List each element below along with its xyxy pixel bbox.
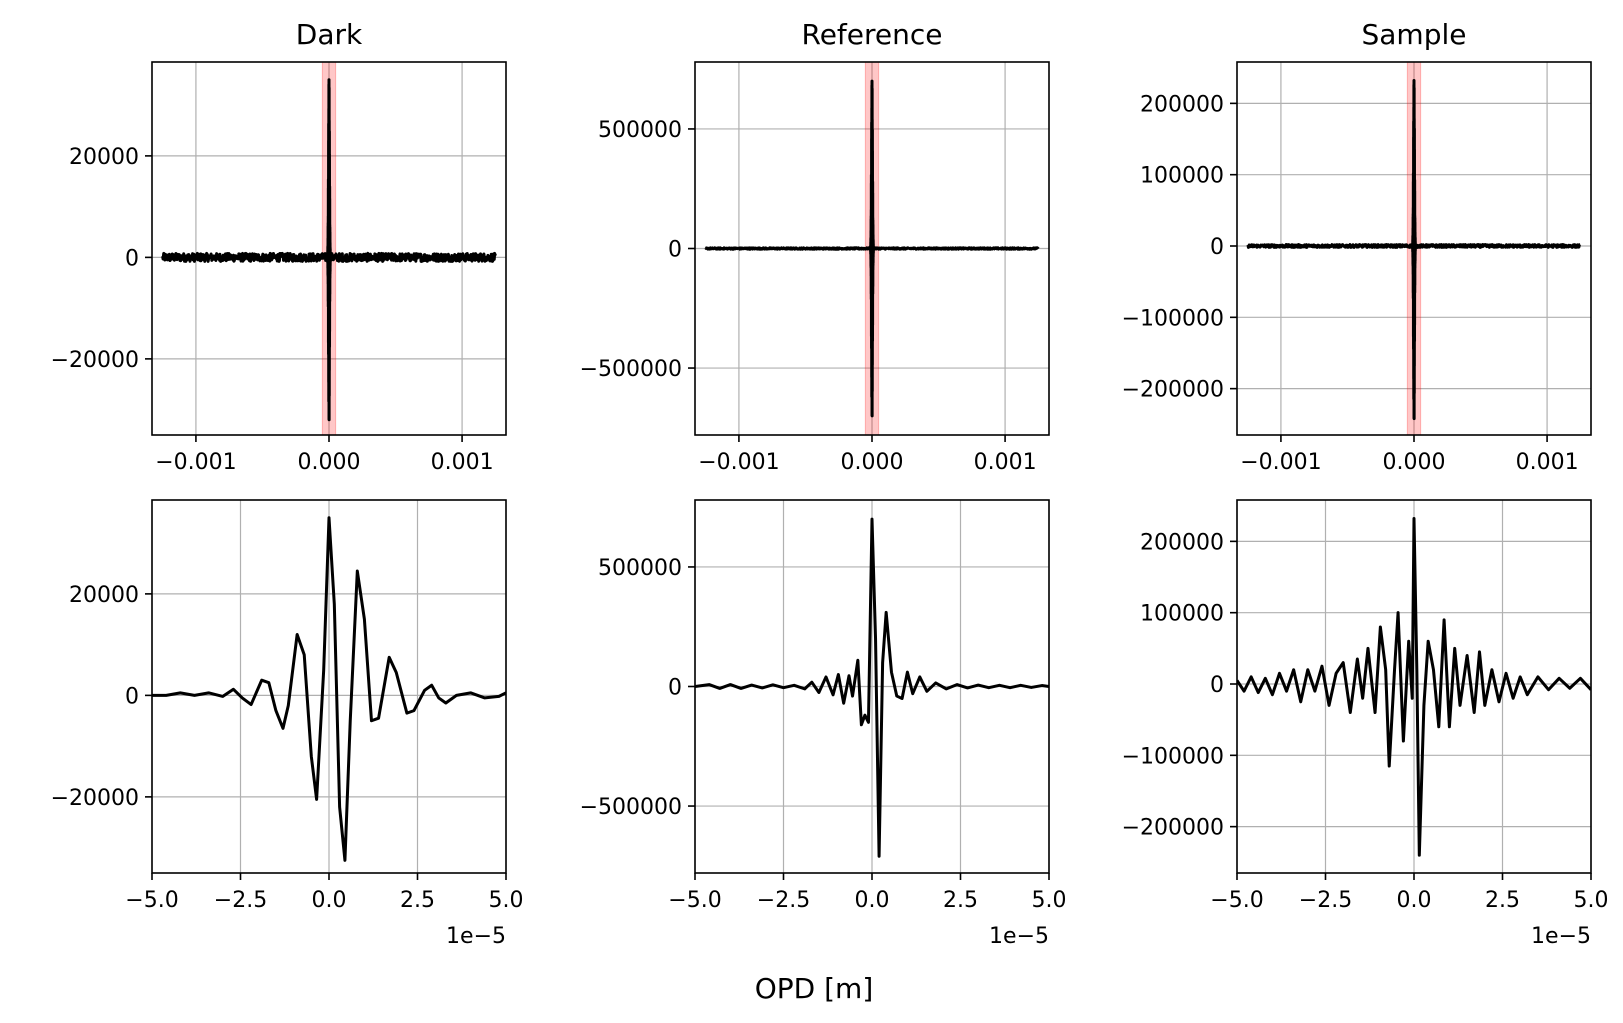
x-tick-label: −0.001 <box>155 450 236 475</box>
y-tick-label: −100000 <box>1122 744 1224 769</box>
x-tick-label: −2.5 <box>1299 888 1352 913</box>
signal-line <box>161 78 497 422</box>
x-tick-label: −2.5 <box>214 888 267 913</box>
y-tick-label: 0 <box>668 676 682 701</box>
signal-line <box>704 79 1040 418</box>
subplot-title: Dark <box>296 18 363 51</box>
x-tick-label: 0.000 <box>298 450 361 475</box>
x-tick-label: 0.000 <box>1383 450 1446 475</box>
x-tick-label: 0.000 <box>841 450 904 475</box>
signal-line <box>695 517 1049 858</box>
x-offset-label: 1e−5 <box>1531 924 1591 949</box>
x-offset-label: 1e−5 <box>989 924 1049 949</box>
x-tick-label: 0.001 <box>431 450 494 475</box>
x-tick-label: −2.5 <box>757 888 810 913</box>
x-offset-label: 1e−5 <box>446 924 506 949</box>
y-tick-label: −500000 <box>580 795 682 820</box>
x-tick-label: 0.0 <box>855 888 890 913</box>
subplot-title: Reference <box>802 18 943 51</box>
subplot-4: −5.0 −2.5 0.0 2.5 5.0 −500000 0 500000 1e−5 <box>580 499 1067 949</box>
y-tick-label: −100000 <box>1122 306 1224 331</box>
x-tick-label: 5.0 <box>489 888 524 913</box>
x-tick-label: 2.5 <box>400 888 435 913</box>
x-tick-label: 0.0 <box>1397 888 1432 913</box>
x-tick-label: 5.0 <box>1574 888 1609 913</box>
x-tick-label: 2.5 <box>1485 888 1520 913</box>
y-tick-label: 0 <box>125 684 139 709</box>
signal-line <box>1237 517 1591 857</box>
y-tick-label: −20000 <box>51 348 139 373</box>
subplot-5: −5.0 −2.5 0.0 2.5 5.0 −200000 −100000 0 100000 20… <box>1122 499 1609 949</box>
y-tick-label: 20000 <box>69 583 139 608</box>
x-tick-label: 0.001 <box>1516 450 1579 475</box>
x-tick-label: 0.001 <box>974 450 1037 475</box>
y-tick-label: 100000 <box>1140 602 1224 627</box>
y-tick-label: 200000 <box>1140 530 1224 555</box>
figure-xlabel: OPD [m] <box>755 972 874 1005</box>
y-tick-label: 100000 <box>1140 164 1224 189</box>
x-tick-label: −5.0 <box>1210 888 1263 913</box>
x-tick-label: 5.0 <box>1032 888 1067 913</box>
y-tick-label: −200000 <box>1122 378 1224 403</box>
x-tick-label: 0.0 <box>312 888 347 913</box>
subplot-3: −5.0 −2.5 0.0 2.5 5.0 −20000 0 20000 1e−5 <box>51 499 524 949</box>
y-tick-label: 500000 <box>598 556 682 581</box>
x-tick-label: −0.001 <box>1240 450 1321 475</box>
y-tick-label: −20000 <box>51 786 139 811</box>
signal-line <box>1246 79 1582 421</box>
y-tick-label: 0 <box>668 238 682 263</box>
x-tick-label: −0.001 <box>698 450 779 475</box>
y-tick-label: 200000 <box>1140 92 1224 117</box>
signal-line <box>152 516 506 862</box>
y-tick-label: 500000 <box>598 118 682 143</box>
y-tick-label: 0 <box>125 246 139 271</box>
x-tick-label: −5.0 <box>668 888 721 913</box>
y-tick-label: −500000 <box>580 357 682 382</box>
x-tick-label: −5.0 <box>125 888 178 913</box>
y-tick-label: 0 <box>1210 673 1224 698</box>
y-tick-label: −200000 <box>1122 816 1224 841</box>
y-tick-label: 20000 <box>69 145 139 170</box>
x-tick-label: 2.5 <box>943 888 978 913</box>
subplot-1: −0.001 0.000 0.001 −500000 0 500000 Reference <box>580 18 1050 475</box>
subplot-0: −0.001 0.000 0.001 −20000 0 20000 Dark <box>51 18 507 475</box>
subplot-title: Sample <box>1362 18 1467 51</box>
y-tick-label: 0 <box>1210 235 1224 260</box>
subplot-2: −0.001 0.000 0.001 −200000 −100000 0 100000 200… <box>1122 18 1592 475</box>
